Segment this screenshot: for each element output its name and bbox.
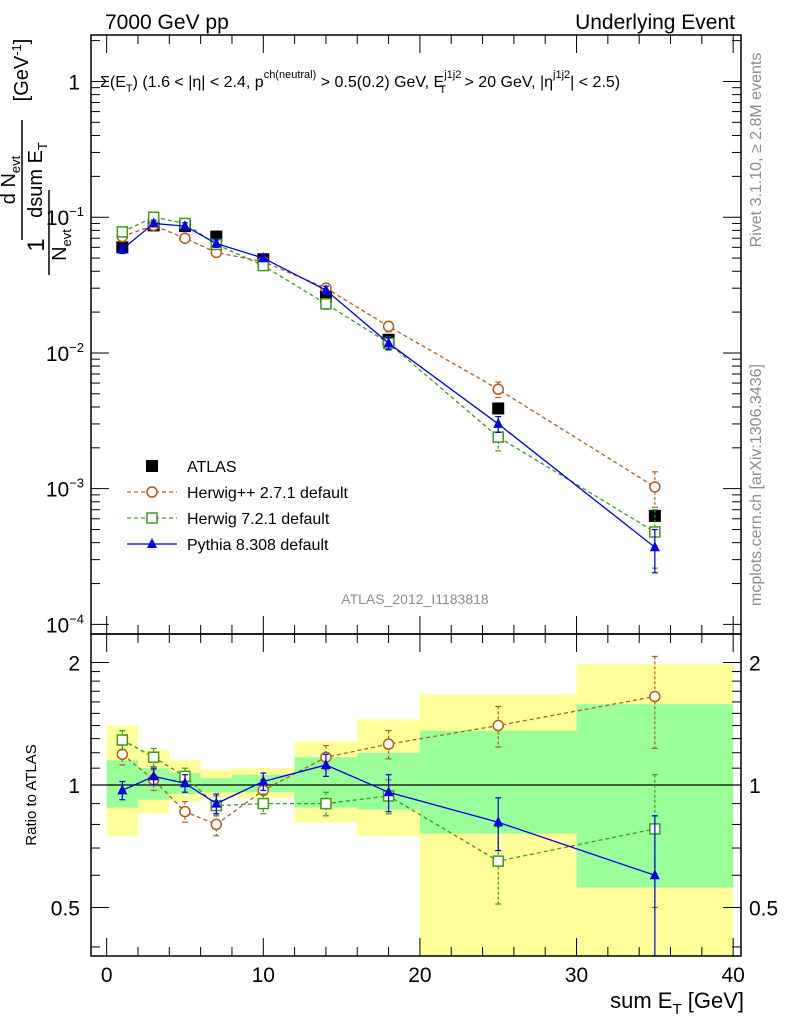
data-point [116,734,129,746]
legend-item-pythia-8-308-default: Pythia 8.308 default [127,537,329,554]
data-point [117,784,128,795]
data-point [492,855,504,867]
legend-item-herwig-2-7-1-default: Herwig++ 2.7.1 default [127,485,349,502]
legend: ATLAS Herwig++ 2.7.1 default Herwig 7.2.1 … [127,459,349,554]
x-tick-label: 30 [565,964,588,987]
data-point [383,337,394,348]
legend-item-atlas: ATLAS [146,459,237,476]
data-point [493,417,504,428]
data-point [383,786,394,797]
series-pythia-8-308-default [117,217,660,574]
data-point [649,541,660,552]
ratio-y-tick-label-right: 0.5 [749,897,778,920]
legend-label: ATLAS [187,459,237,476]
data-point [492,431,504,443]
data-point [649,869,660,880]
data-point [179,777,190,788]
x-tick-label: 10 [252,964,275,987]
data-point [320,797,332,810]
y-tick-label: 10−1 [46,204,84,230]
y-tick-label: 10−4 [46,611,84,637]
legend-label: Herwig 7.2.1 default [187,511,330,528]
x-axis-label: sum ET [GeV] [610,988,744,1018]
data-point [382,738,395,750]
header-left: 7000 GeV pp [105,11,229,34]
y-tick-label: 1 [68,71,80,94]
data-point [320,284,331,295]
ratio-y-tick-label: 1 [68,775,80,798]
legend-marker [146,512,158,524]
data-point [179,232,191,244]
data-point [179,220,190,231]
data-point [258,775,269,786]
data-point [382,320,395,333]
legend-label: Pythia 8.308 default [187,537,329,554]
svg-text:dsum ET: dsum ET [25,142,50,218]
data-point [257,797,270,810]
ratio-y-tick-label: 0.5 [51,897,80,920]
svg-text:d Nevt: d Nevt [0,155,23,204]
svg-text:Nevt: Nevt [49,229,74,261]
ratio-y-tick-label-right: 2 [749,653,761,676]
data-point [117,243,128,254]
svg-text:[GeV-1]: [GeV-1] [9,39,33,102]
data-point [493,816,504,827]
data-point [210,818,223,831]
data-point [148,770,159,781]
data-point [320,298,332,310]
y-tick-label: 10−3 [46,476,84,502]
data-point [211,237,222,248]
y-axis-label: 1 Nevt d Nevt dsum ET [GeV-1] [0,39,74,275]
data-point [492,402,505,415]
data-point [179,805,191,818]
header-right: Underlying Event [575,11,735,34]
ratio-frame [90,633,742,957]
ratio-y-axis-label: Ratio to ATLAS [23,744,40,845]
rivet-version-label: Rivet 3.1.10, ≥ 2.8M events [748,53,765,248]
legend-label: Herwig++ 2.7.1 default [187,485,349,502]
series-atlas [116,219,661,522]
data-point [649,481,661,493]
data-point [211,797,222,808]
x-tick-label: 40 [721,964,744,987]
x-tick-label: 0 [101,964,113,987]
data-point [116,226,129,238]
data-point [492,719,504,732]
mcplots-label: mcplots.cern.ch [arXiv:1306.3436] [748,364,765,606]
data-point [649,690,661,703]
legend-marker [147,538,157,548]
legend-item-herwig-7-2-1-default: Herwig 7.2.1 default [127,511,330,528]
data-point [492,383,504,396]
x-tick-label: 20 [408,964,431,987]
ratio-y-tick-label: 2 [68,653,80,676]
legend-marker [146,460,158,472]
svg-text:1: 1 [23,238,50,251]
data-point [147,751,160,764]
data-point [148,217,159,228]
analysis-id: ATLAS_2012_I1183818 [341,591,489,607]
series-line [122,224,656,488]
y-tick-label: 10−2 [46,340,84,366]
series-pythia-8-308-default [117,753,660,957]
plot-title: Σ(ET) (1.6 < |η| < 2.4, pch(neutral) > 0… [100,69,620,96]
data-point [320,758,331,769]
data-point [116,748,129,761]
ratio-y-tick-label-right: 1 [749,775,761,798]
data-point [258,252,269,263]
legend-marker [146,486,158,498]
